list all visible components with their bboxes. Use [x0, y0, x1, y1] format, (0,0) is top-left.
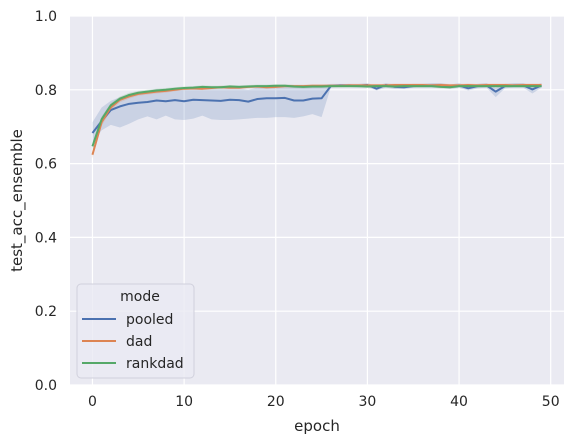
x-axis-ticks: 0 10 20 30 40 50 — [88, 394, 560, 410]
series-lines — [91, 84, 542, 156]
x-tick-label: 10 — [175, 394, 193, 410]
pooled-line — [91, 84, 542, 134]
y-tick-label: 0.2 — [35, 304, 57, 320]
x-tick-label: 30 — [358, 394, 376, 410]
y-tick-label: 0.6 — [35, 157, 57, 173]
rankdad-line — [91, 84, 542, 147]
pooled-confidence-band — [92, 83, 542, 144]
x-axis-label: epoch — [294, 417, 340, 435]
y-tick-label: 1.0 — [35, 9, 57, 25]
y-tick-label: 0.0 — [35, 378, 57, 394]
legend-box — [76, 283, 195, 379]
y-tick-label: 0.4 — [35, 230, 57, 246]
x-tick-label: 20 — [267, 394, 285, 410]
legend-title: mode — [120, 289, 160, 305]
y-axis-label: test_acc_ensemble — [8, 129, 27, 272]
y-tick-label: 0.8 — [35, 83, 57, 99]
legend-items: pooled dad rankdad — [82, 312, 184, 372]
y-axis-ticks: 0.0 0.2 0.4 0.6 0.8 1.0 — [35, 9, 57, 394]
x-tick-label: 40 — [450, 394, 468, 410]
confidence-bands — [92, 83, 542, 159]
rankdad-legend-label: rankdad — [126, 356, 184, 372]
pooled-legend-label: pooled — [126, 312, 173, 328]
x-tick-label: 50 — [542, 394, 560, 410]
x-tick-label: 0 — [88, 394, 97, 410]
legend: mode pooled dad rankdad — [76, 283, 195, 379]
dad-legend-label: dad — [126, 334, 152, 350]
